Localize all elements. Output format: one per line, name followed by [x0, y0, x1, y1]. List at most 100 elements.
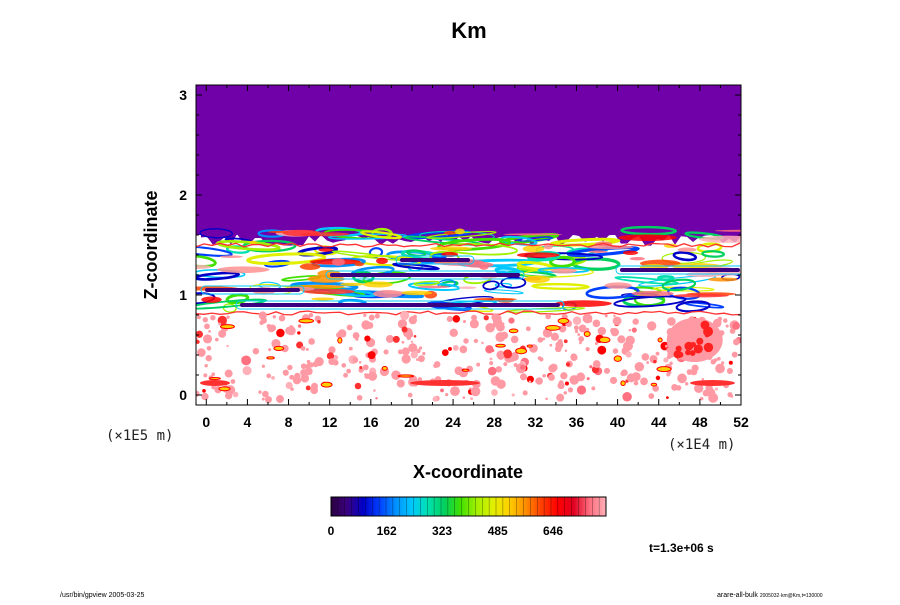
field-blob-core: [685, 349, 691, 356]
field-cell: [673, 293, 729, 298]
field-contour: [413, 280, 440, 286]
field-cell: [677, 247, 697, 252]
field-speckle: [296, 341, 304, 349]
field-speckle: [594, 341, 599, 346]
field-speckle: [433, 363, 438, 369]
field-speckle: [242, 366, 252, 376]
x-tick-label: 48: [692, 414, 708, 430]
x-tick-label: 36: [569, 414, 585, 430]
field-speckle: [631, 372, 641, 382]
field-speckle: [485, 345, 494, 354]
field-cell: [282, 229, 321, 237]
field-speckle: [476, 362, 481, 367]
x-tick-label: 12: [322, 414, 338, 430]
field-streak: [240, 303, 560, 307]
time-label: t=1.3e+06 s: [649, 541, 714, 555]
field-speckle: [620, 371, 626, 377]
field-hotspot: [381, 366, 388, 371]
field-speckle: [564, 381, 569, 386]
field-speckle: [358, 360, 362, 364]
field-speckle: [336, 332, 342, 338]
field-speckle: [230, 379, 236, 384]
colorbar-tick-label: 162: [377, 524, 397, 538]
field-speckle: [701, 378, 705, 381]
field-speckle: [647, 321, 657, 331]
field-cell: [555, 300, 612, 307]
field-speckle: [496, 379, 502, 385]
field-speckle: [563, 391, 568, 395]
x-tick-label: 24: [445, 414, 461, 430]
field-speckle: [305, 348, 309, 351]
field-contour: [482, 280, 500, 291]
field-contour: [657, 275, 675, 281]
field-speckle: [452, 344, 459, 351]
field-speckle: [224, 369, 233, 378]
field-speckle: [459, 345, 468, 354]
field-cell: [443, 231, 457, 235]
field-speckle: [489, 361, 494, 366]
field-blob-core: [696, 337, 704, 345]
field-speckle: [560, 372, 568, 380]
field-speckle: [633, 380, 639, 386]
field-cell: [331, 258, 345, 266]
field-contour: [199, 228, 234, 239]
field-hotspot: [508, 328, 519, 334]
field-speckle: [397, 319, 408, 329]
field-hotspot: [656, 366, 672, 373]
field-speckle: [205, 354, 212, 362]
field-bottom-streak: [410, 380, 480, 386]
field-speckle: [726, 367, 733, 374]
field-cell: [268, 230, 289, 233]
field-speckle: [354, 382, 362, 390]
field-speckle: [328, 346, 336, 354]
y-axis: 0 1 2 3: [179, 87, 741, 403]
field-speckle: [401, 326, 408, 333]
field-speckle: [585, 347, 590, 352]
field-speckle: [363, 313, 367, 317]
x-tick-label: 20: [404, 414, 420, 430]
field-speckle: [496, 322, 505, 332]
field-speckle: [340, 331, 347, 338]
field-hotspot: [337, 337, 343, 344]
plot-frame: [195, 84, 742, 406]
field-cell: [216, 266, 270, 273]
field-speckle: [597, 326, 607, 336]
field-speckle: [576, 385, 587, 395]
field-speckle: [289, 374, 295, 380]
field-speckle: [449, 328, 458, 338]
field-cell: [587, 250, 608, 254]
x-tick-label: 8: [285, 414, 293, 430]
field-speckle: [664, 344, 668, 348]
field-speckle: [226, 315, 230, 319]
field-speckle: [591, 386, 596, 391]
x-tick-label: 44: [651, 414, 667, 430]
field-speckle: [646, 361, 650, 364]
field-hotspot: [620, 380, 626, 387]
field-boundary: [196, 310, 741, 316]
field-speckle: [690, 368, 698, 376]
field-speckle: [718, 319, 721, 322]
upper-field-edge: [196, 85, 741, 246]
field-speckle: [548, 364, 557, 373]
field-speckle: [300, 363, 307, 370]
field-speckle: [720, 361, 725, 365]
field-speckle: [617, 335, 626, 344]
field-speckle: [503, 349, 513, 359]
field-speckle: [282, 369, 289, 376]
field-speckle: [359, 366, 363, 370]
field-speckle: [326, 352, 335, 360]
field-speckle: [310, 386, 318, 395]
field-speckle: [463, 338, 469, 344]
field-boundary: [196, 242, 741, 248]
field-speckle: [567, 387, 574, 393]
field-speckle: [648, 393, 655, 399]
field-contour: [246, 252, 327, 266]
field-speckle: [262, 390, 269, 398]
field-cell: [311, 297, 335, 301]
field-contour: [483, 289, 524, 295]
y-tick-label: 3: [179, 87, 187, 103]
field-speckle: [537, 337, 544, 343]
field-cell: [299, 263, 321, 271]
field-speckle: [727, 392, 731, 396]
field-cell: [196, 264, 211, 269]
